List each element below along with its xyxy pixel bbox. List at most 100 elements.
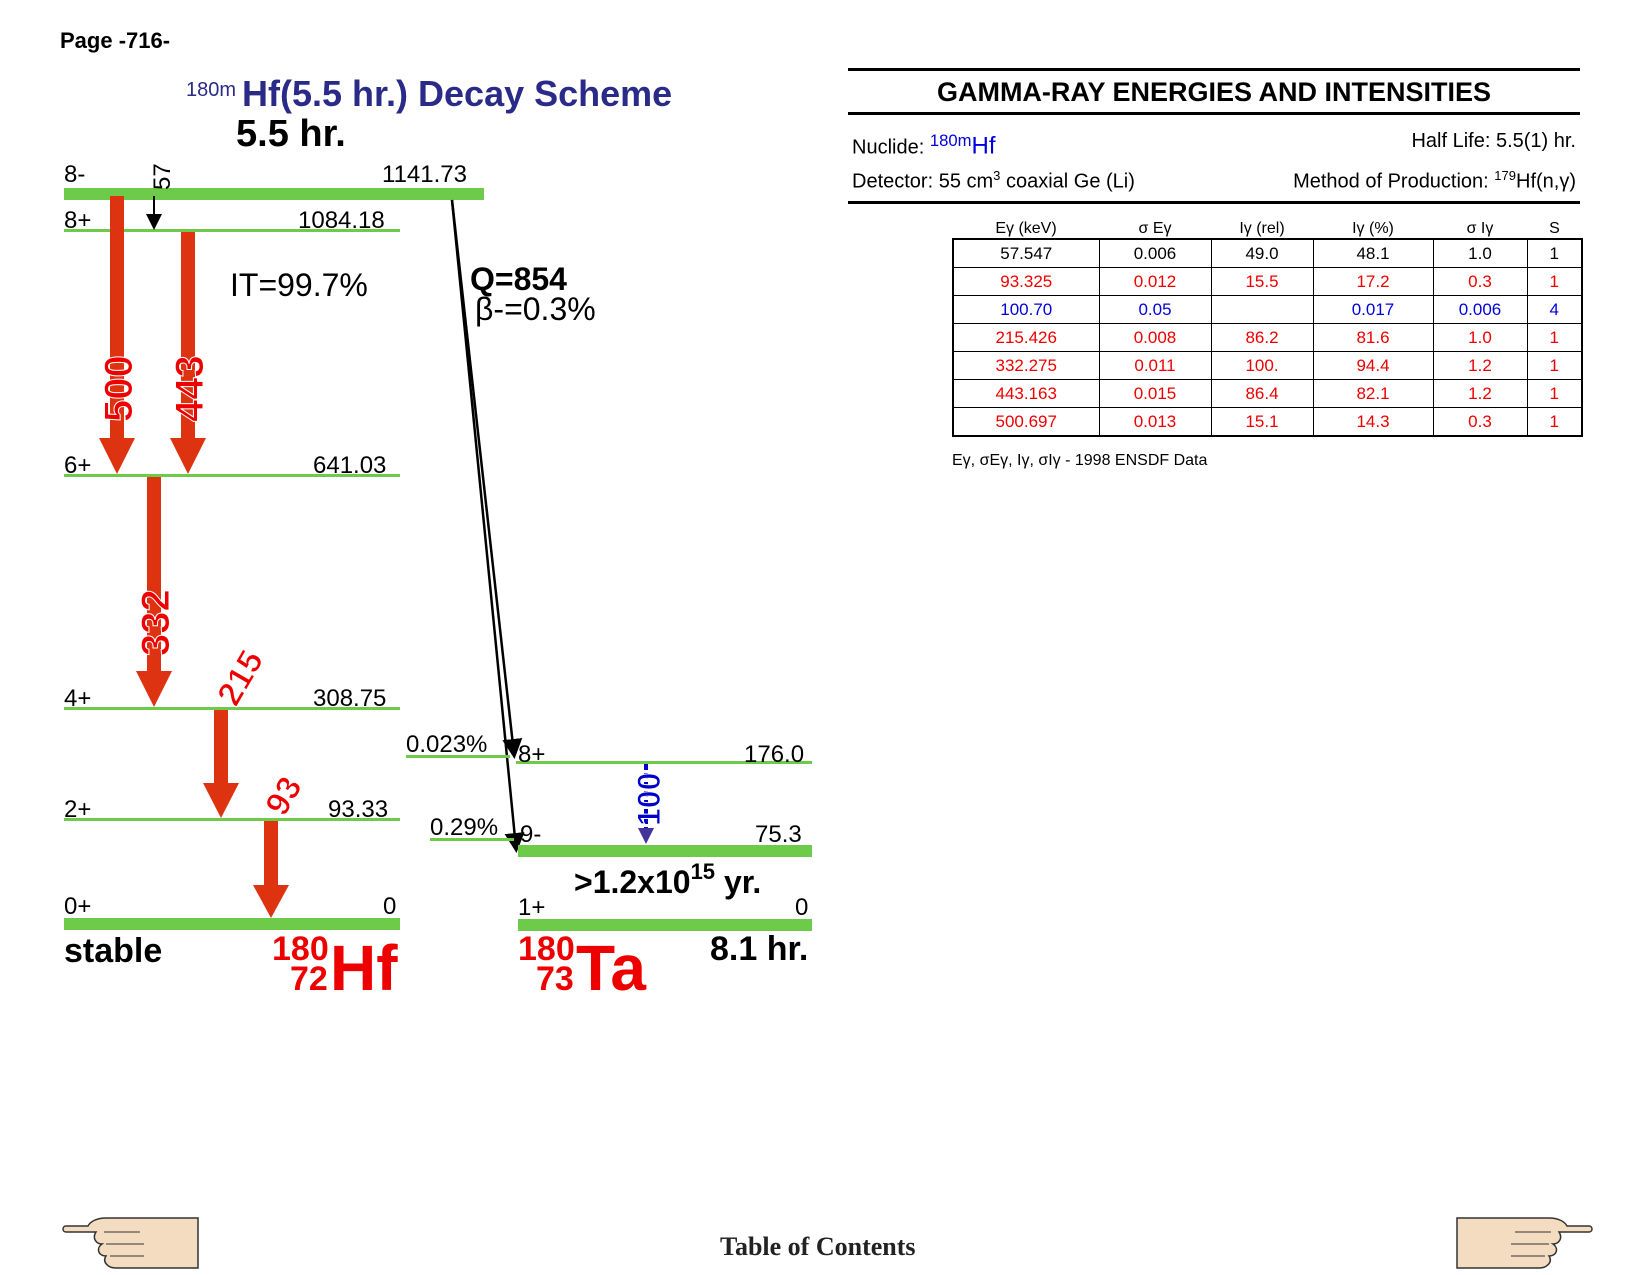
- table-cell: 0.006: [1432, 295, 1528, 324]
- svg-text:Hf: Hf: [330, 932, 398, 1004]
- ta-energy-176: 176.0: [744, 741, 804, 768]
- table-cell: 15.5: [1210, 267, 1314, 296]
- gamma-arrow-332: [147, 477, 161, 671]
- nuclide-halflife-row: Nuclide: 180mHf Half Life: 5.5(1) hr.: [848, 127, 1580, 162]
- level-line-308: [64, 707, 400, 710]
- level-line-93: [64, 818, 400, 821]
- column-header: Eγ (keV): [995, 220, 1057, 237]
- table-cell: 1: [1526, 238, 1583, 268]
- level-spin-6plus: 6+: [64, 452, 91, 479]
- level-energy-hf-ground: 0: [383, 893, 396, 920]
- gamma-arrowhead-500: [99, 438, 135, 474]
- level-line-1084: [64, 229, 400, 232]
- scheme-title-superscript: 180m: [186, 79, 236, 101]
- level-line-ta-ground: [518, 919, 812, 931]
- pointing-hand-left-icon[interactable]: [60, 1212, 202, 1272]
- table-cell: 15.1: [1210, 407, 1314, 437]
- level-energy-1084: 1084.18: [298, 207, 385, 234]
- table-cell: 1.2: [1432, 379, 1528, 408]
- table-cell: 48.1: [1312, 238, 1434, 268]
- gamma-arrowhead-100: [638, 828, 654, 844]
- detector-info: Detector: 55 cm3 coaxial Ge (Li): [852, 167, 1135, 193]
- table-cell: 0.3: [1432, 407, 1528, 437]
- table-cell: 0.017: [1312, 295, 1434, 324]
- it-branch-label: IT=99.7%: [230, 267, 368, 303]
- q-value-label: Q=854: [470, 261, 567, 297]
- data-source-note: Eγ, σEγ, Iγ, σIγ - 1998 ENSDF Data: [952, 452, 1208, 469]
- table-cell: 57.547: [952, 238, 1100, 268]
- table-row: 332.275 0.011 100. 94.4 1.2 1: [952, 351, 1583, 380]
- ta-energy-ground: 0: [795, 894, 808, 921]
- pointing-hand-right-icon[interactable]: [1453, 1212, 1595, 1272]
- table-cell: 94.4: [1312, 351, 1434, 380]
- level-line-hf-ground: [64, 918, 400, 930]
- table-cell: 4: [1526, 295, 1583, 324]
- level-energy-308: 308.75: [313, 685, 386, 712]
- gamma-label-93: 93: [258, 770, 310, 822]
- half-life-info: Half Life: 5.5(1) hr.: [1411, 130, 1576, 152]
- gamma-label-100: 100: [631, 773, 667, 826]
- hf-ground-note: stable: [64, 932, 162, 970]
- detector-production-row: Detector: 55 cm3 coaxial Ge (Li) Method …: [848, 162, 1580, 196]
- table-row: 443.163 0.015 86.4 82.1 1.2 1: [952, 379, 1583, 408]
- column-header: S: [1549, 220, 1560, 237]
- parent-halflife: 5.5 hr.: [236, 113, 346, 155]
- panel-title-rule: [848, 112, 1580, 115]
- table-cell: 1: [1526, 351, 1583, 380]
- level-spin-4plus: 4+: [64, 685, 91, 712]
- level-line-1141: [64, 188, 484, 200]
- hf-nuclide-symbol: 180 72 Hf: [272, 930, 398, 1004]
- svg-text:72: 72: [290, 960, 328, 998]
- gamma-arrow-443: [181, 232, 195, 438]
- gamma-ray-table: Eγ (keV) σ Eγ Iγ (rel) Iγ (%) σ Iγ S 57.…: [952, 208, 1583, 437]
- table-cell: 86.4: [1210, 379, 1314, 408]
- ta-energy-75: 75.3: [755, 821, 802, 848]
- table-cell: 100.: [1210, 351, 1314, 380]
- table-cell: 0.013: [1098, 407, 1212, 437]
- nuclide-info: Nuclide: 180mHf: [852, 131, 996, 160]
- table-row: 100.70 0.05 0.017 0.006 4: [952, 295, 1583, 324]
- gamma-label-215: 215: [210, 644, 271, 712]
- ta-spin-8plus: 8+: [518, 741, 545, 768]
- page-label: Page -716-: [60, 28, 171, 53]
- panel-title: GAMMA-RAY ENERGIES AND INTENSITIES: [936, 77, 1492, 107]
- column-header: Iγ (rel): [1239, 220, 1285, 237]
- gamma-arrowhead-215: [203, 783, 239, 818]
- table-cell: 17.2: [1312, 267, 1434, 296]
- table-header-row: Eγ (keV) σ Eγ Iγ (rel) Iγ (%) σ Iγ S: [953, 208, 1582, 239]
- level-spin-8minus: 8-: [64, 161, 85, 188]
- gamma-label-443: 443: [168, 355, 212, 422]
- level-line-ta-75: [518, 845, 812, 857]
- gamma-label-500: 500: [97, 355, 141, 422]
- table-cell: 81.6: [1312, 323, 1434, 352]
- level-energy-93: 93.33: [328, 796, 388, 823]
- gamma-ray-panel: GAMMA-RAY ENERGIES AND INTENSITIES Nucli…: [848, 68, 1580, 205]
- gamma-label-57: 57: [149, 163, 176, 190]
- level-line-641: [64, 474, 400, 477]
- level-line-ta-176: [516, 761, 812, 764]
- level-energy-1141: 1141.73: [382, 161, 467, 188]
- table-cell: 1: [1526, 379, 1583, 408]
- gamma-arrowhead-332: [136, 671, 172, 707]
- panel-bottom-rule: [848, 201, 1580, 205]
- ta-spin-1plus: 1+: [518, 894, 545, 921]
- column-header: σ Eγ: [1138, 220, 1172, 237]
- level-energy-641: 641.03: [313, 452, 386, 479]
- table-cell: 1.0: [1432, 323, 1528, 352]
- table-of-contents-link[interactable]: Table of Contents: [720, 1232, 916, 1261]
- level-spin-8plus: 8+: [64, 207, 91, 234]
- svg-text:Ta: Ta: [576, 932, 646, 1004]
- gamma-arrow-500: [110, 196, 124, 438]
- table-cell: 0.012: [1098, 267, 1212, 296]
- table-row: 500.697 0.013 15.1 14.3 0.3 1: [952, 407, 1583, 437]
- table-cell: 100.70: [952, 295, 1100, 324]
- gamma-label-332: 332: [134, 589, 178, 656]
- table-cell: 0.3: [1432, 267, 1528, 296]
- table-cell: 14.3: [1312, 407, 1434, 437]
- table-cell: 1: [1526, 267, 1583, 296]
- table-cell: 82.1: [1312, 379, 1434, 408]
- table-cell: 1: [1526, 407, 1583, 437]
- table-cell: 0.006: [1098, 238, 1212, 268]
- table-row: 57.547 0.006 49.0 48.1 1.0 1: [952, 238, 1583, 268]
- feed-label-176: 0.023%: [406, 731, 487, 758]
